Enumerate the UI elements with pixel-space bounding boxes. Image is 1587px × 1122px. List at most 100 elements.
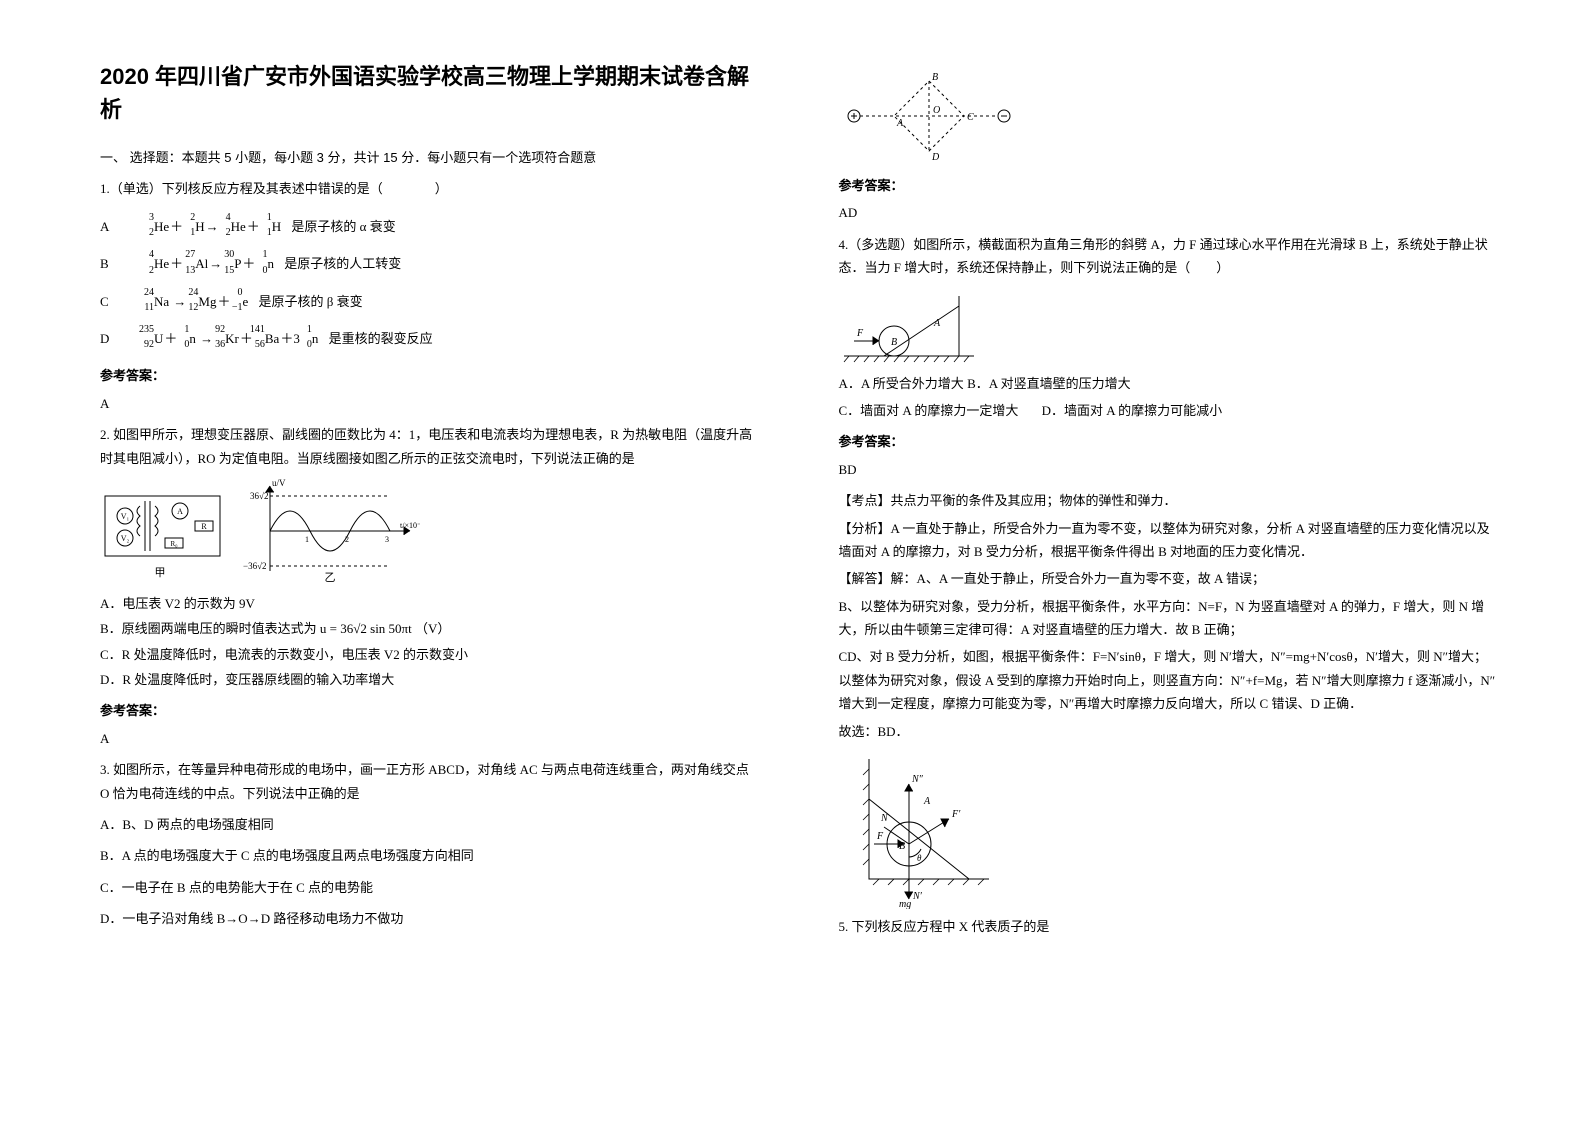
nuclide: 11H xyxy=(272,215,281,238)
svg-text:R: R xyxy=(201,522,207,531)
q3-label-c: C xyxy=(967,112,974,123)
answer-heading: 参考答案： xyxy=(839,174,1498,197)
nuclide: 10n xyxy=(312,327,319,350)
q2-xtick1: 1 xyxy=(305,535,309,544)
q4s-label-np: N′ xyxy=(912,891,923,902)
q3-label-o: O xyxy=(933,105,940,116)
q3-opt-c: C．一电子在 B 点的电势能大于在 C 点的电势能 xyxy=(100,876,759,899)
q4-opts-row1: A．A 所受合外力增大 B．A 对竖直墙壁的压力增大 xyxy=(839,372,1498,395)
right-column: A B C D O 参考答案： AD 4.（多选题）如图所示，横截面积为直角三角… xyxy=(799,60,1498,1092)
nuclide: 10n xyxy=(267,252,274,275)
q4s-label-fp: F′ xyxy=(951,809,961,820)
q1-equations: A 32He＋21H→42He＋11H 是原子核的 α 衰变 B 42He＋2713A… xyxy=(100,215,759,351)
doc-title: 2020 年四川省广安市外国语实验学校高三物理上学期期末试卷含解析 xyxy=(100,60,759,126)
q3-opt-a: A．B、D 两点的电场强度相同 xyxy=(100,813,759,836)
nuclide: 42He xyxy=(154,252,169,275)
q4-stem: 4.（多选题）如图所示，横截面积为直角三角形的斜劈 A，力 F 通过球心水平作用… xyxy=(839,233,1498,280)
q4-opt-c: C．墙面对 A 的摩擦力一定增大 xyxy=(839,403,1019,418)
q2-opt-a: A．电压表 V2 的示数为 9V xyxy=(100,592,759,615)
q3-stem: 3. 如图所示，在等量异种电荷形成的电场中，画一正方形 ABCD，对角线 AC … xyxy=(100,758,759,805)
answer-heading: 参考答案： xyxy=(100,364,759,387)
q4s-label-npp: N″ xyxy=(911,774,924,785)
equation-tail: 是原子核的 β 衰变 xyxy=(255,294,362,309)
q3-answer: AD xyxy=(839,201,1498,224)
q4-label-b: B xyxy=(891,337,897,348)
page: 2020 年四川省广安市外国语实验学校高三物理上学期期末试卷含解析 一、 选择题… xyxy=(0,0,1587,1122)
q3-figure: A B C D O xyxy=(839,66,1498,166)
q2-ymax: 36√2 xyxy=(250,491,268,501)
equation-label: A xyxy=(100,215,128,238)
answer-heading: 参考答案： xyxy=(839,430,1498,453)
q2-opt-b: B．原线圈两端电压的瞬时值表达式为 u = 36√2 sin 50πt （V） xyxy=(100,617,759,640)
nuclide: 2412Mg xyxy=(198,290,216,313)
q4-opt-a: A．A 所受合外力增大 xyxy=(839,376,964,391)
q3-label-a: A xyxy=(896,118,904,129)
q4-label-f: F xyxy=(856,328,864,339)
equation-tail: 是原子核的人工转变 xyxy=(281,256,401,271)
nuclide: 23592U xyxy=(154,327,163,350)
q2-stem: 2. 如图甲所示，理想变压器原、副线圈的匝数比为 4：1，电压表和电流表均为理想… xyxy=(100,423,759,470)
q2-opt-c: C．R 处温度降低时，电流表的示数变小，电压表 V2 的示数变小 xyxy=(100,643,759,666)
equation-tail: 是原子核的 α 衰变 xyxy=(288,219,396,234)
q2-xtick3: 3 xyxy=(385,535,389,544)
q2-opt-d: D．R 处温度降低时，变压器原线圈的输入功率增大 xyxy=(100,668,759,691)
nuclide: 10n xyxy=(189,327,196,350)
q3-opt-b: B．A 点的电场强度大于 C 点的电场强度且两点电场强度方向相同 xyxy=(100,844,759,867)
q4-solution-figure: A B F F′ N N′ N″ mg θ xyxy=(839,749,1498,909)
nuclide: 14156Ba xyxy=(265,327,279,350)
q2-caption-left: 甲 xyxy=(155,567,166,579)
equation-row: B 42He＋2713Al→3015P＋10n 是原子核的人工转变 xyxy=(100,252,759,275)
q2-figure: V₁ V₂ A R R₀ 甲 u/V xyxy=(100,476,759,586)
q4-opt-b: B．A 对竖直墙壁的压力增大 xyxy=(967,376,1131,391)
q1-stem: 1.（单选）下列核反应方程及其表述中错误的是（ ） xyxy=(100,177,759,200)
q2-caption-right: 乙 xyxy=(325,571,336,584)
answer-heading: 参考答案： xyxy=(100,699,759,722)
nuclide: 3015P xyxy=(234,252,241,275)
nuclide: 2411Na xyxy=(154,290,169,313)
svg-text:R₀: R₀ xyxy=(170,540,178,548)
nuclide: 9236Kr xyxy=(225,327,239,350)
nuclide: 21H xyxy=(195,215,204,238)
q2-answer: A xyxy=(100,727,759,750)
equation-tail: 是重核的裂变反应 xyxy=(325,331,432,346)
equation-row: A 32He＋21H→42He＋11H 是原子核的 α 衰变 xyxy=(100,215,759,238)
nuclide: 32He xyxy=(154,215,169,238)
svg-text:V₂: V₂ xyxy=(121,534,130,543)
q4s-label-theta: θ xyxy=(917,853,922,863)
nuclide: 42He xyxy=(231,215,246,238)
q4-figure: A B F xyxy=(839,286,1498,366)
q4s-label-f: F xyxy=(876,831,884,842)
equation-body: 2411Na →2412Mg＋0−1e 是原子核的 β 衰变 xyxy=(142,290,363,313)
q3-label-d: D xyxy=(931,152,940,163)
left-column: 2020 年四川省广安市外国语实验学校高三物理上学期期末试卷含解析 一、 选择题… xyxy=(100,60,799,1092)
q4-solve-cd: CD、对 B 受力分析，如图，根据平衡条件：F=N′sinθ，F 增大，则 N′… xyxy=(839,645,1498,715)
q2-xlabel: t/×10⁻² s xyxy=(400,521,420,530)
nuclide: 2713Al xyxy=(195,252,208,275)
equation-label: D xyxy=(100,327,128,350)
equation-body: 23592U＋10n →9236Kr＋14156Ba＋310n 是重核的裂变反应 xyxy=(142,327,433,350)
equation-label: B xyxy=(100,252,128,275)
q2-xtick2: 2 xyxy=(345,535,349,544)
q2-ymin: −36√2 xyxy=(243,561,267,571)
q4-kp: 【考点】共点力平衡的条件及其应用；物体的弹性和弹力． xyxy=(839,489,1498,512)
q4s-label-b: B xyxy=(899,841,905,852)
q1-answer: A xyxy=(100,392,759,415)
svg-text:A: A xyxy=(177,507,183,516)
q4-opts-row2: C．墙面对 A 的摩擦力一定增大 D．墙面对 A 的摩擦力可能减小 xyxy=(839,399,1498,422)
equation-row: D 23592U＋10n →9236Kr＋14156Ba＋310n 是重核的裂变反… xyxy=(100,327,759,350)
equation-label: C xyxy=(100,290,128,313)
q2-ylabel: u/V xyxy=(272,478,286,488)
q4-answer: BD xyxy=(839,458,1498,481)
q5-stem: 5. 下列核反应方程中 X 代表质子的是 xyxy=(839,915,1498,938)
q4-analysis: 【分析】A 一直处于静止，所受合外力一直为零不变，以整体为研究对象，分析 A 对… xyxy=(839,517,1498,564)
q4-opt-d: D．墙面对 A 的摩擦力可能减小 xyxy=(1042,403,1223,418)
q4s-label-n: N xyxy=(880,813,889,824)
svg-text:V₁: V₁ xyxy=(121,512,130,521)
equation-body: 32He＋21H→42He＋11H 是原子核的 α 衰变 xyxy=(142,215,396,238)
section-heading: 一、 选择题：本题共 5 小题，每小题 3 分，共计 15 分．每小题只有一个选… xyxy=(100,146,759,169)
q4-solve-b: B、以整体为研究对象，受力分析，根据平衡条件，水平方向：N=F，N 为竖直墙壁对… xyxy=(839,595,1498,642)
q4-conclude: 故选：BD． xyxy=(839,720,1498,743)
equation-body: 42He＋2713Al→3015P＋10n 是原子核的人工转变 xyxy=(142,252,401,275)
q4-solve-a: 【解答】解：A、A 一直处于静止，所受合外力一直为零不变，故 A 错误； xyxy=(839,567,1498,590)
q4s-label-mg: mg xyxy=(899,899,911,909)
